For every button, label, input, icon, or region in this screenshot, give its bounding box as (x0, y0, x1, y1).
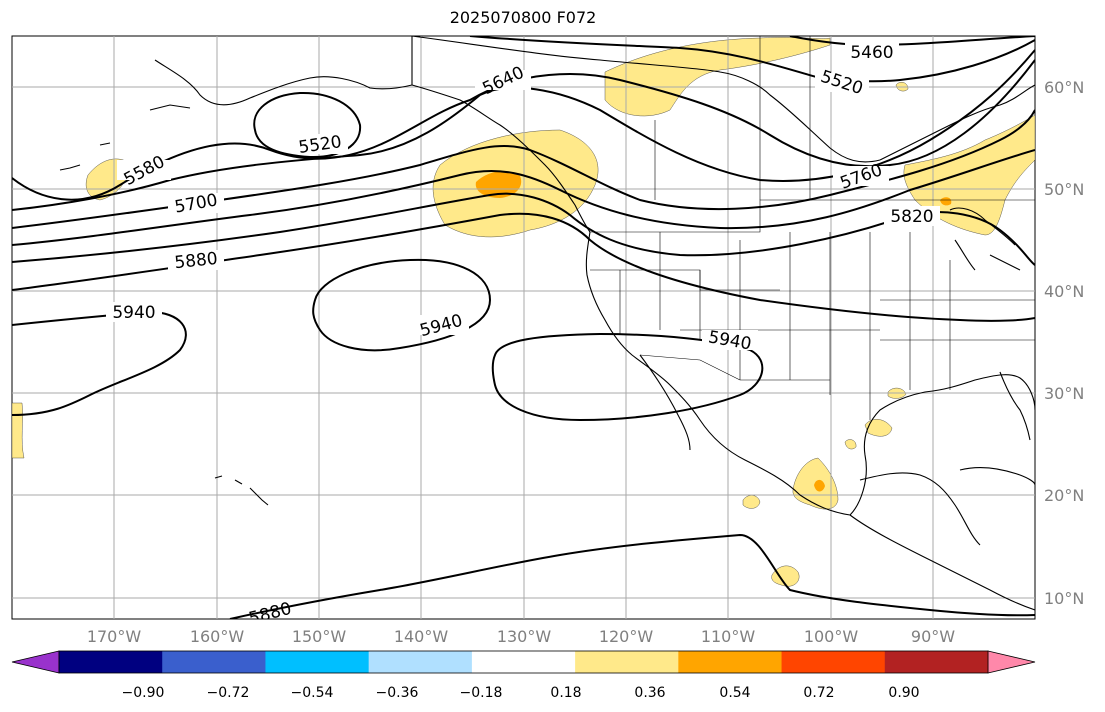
contour-5940-mid (312, 258, 492, 352)
contour-5940-west (12, 310, 187, 416)
colorbar-outline (58, 650, 989, 674)
contour-5940-east (491, 332, 764, 422)
shaded-region-west-edge (12, 402, 25, 459)
coast-gulf-mexico (849, 374, 1035, 516)
contour-label-bg (475, 70, 531, 90)
lon-label: 140°W (394, 627, 449, 646)
lat-label: 40°N (1044, 282, 1084, 301)
colorbar-tick-label: 0.18 (550, 685, 581, 701)
coast-canada-north (411, 36, 881, 163)
colorbar-tick-label: −0.72 (207, 685, 250, 701)
lon-label: 130°W (497, 627, 552, 646)
contour-label-5820: 5820 (890, 207, 933, 227)
gridlines (12, 36, 1035, 619)
lat-label: 20°N (1044, 486, 1084, 505)
latitude-labels: 60°N 50°N 40°N 30°N 20°N 10°N (1044, 78, 1084, 608)
contour-label-bg (168, 250, 224, 270)
contour-label-bg (413, 315, 469, 335)
shaded-region-small-2 (864, 419, 893, 437)
coast-alaska-west (154, 59, 413, 106)
coast-yucatan (859, 472, 981, 546)
lon-label: 160°W (190, 627, 245, 646)
colorbar-tick-label: −0.54 (291, 685, 334, 701)
contour-label-bg (106, 302, 162, 322)
coast-aleutians (59, 104, 191, 171)
coast-hawaii (214, 475, 269, 506)
colorbar-extend-left (11, 650, 60, 674)
colorbar-tick-label: 0.72 (803, 685, 834, 701)
contour-label-5460: 5460 (850, 43, 893, 63)
colorbar-tick-label: −0.90 (122, 685, 165, 701)
contour-label-bg (168, 193, 224, 213)
contour-5520-east (469, 36, 1035, 83)
contour-label-5940-west: 5940 (112, 303, 155, 323)
lon-label: 120°W (599, 627, 654, 646)
colorbar-cells (59, 651, 989, 673)
lat-label: 10°N (1044, 589, 1084, 608)
coast-west-us (585, 231, 851, 516)
shaded-region-pacific-mexico (771, 565, 800, 587)
colorbar: −0.90 −0.72 −0.54 −0.36 −0.18 0.18 0.36 … (11, 650, 1036, 701)
colorbar-cell (265, 651, 370, 673)
coast-central-america (849, 514, 1035, 611)
contour-5760 (12, 149, 1035, 246)
contour-5640 (12, 49, 1035, 211)
colorbar-tick-label: −0.36 (376, 685, 419, 701)
contour-label-5880: 5880 (174, 249, 219, 273)
contour-5520-low (253, 91, 362, 159)
lon-label: 170°W (87, 627, 142, 646)
coastlines (59, 36, 1035, 611)
shaded-core-gulf-alaska (475, 171, 522, 198)
colorbar-tick-label: 0.36 (634, 685, 665, 701)
colorbar-extend-right (987, 650, 1036, 674)
colorbar-cell (162, 651, 266, 673)
colorbar-tick-label: 0.54 (719, 685, 750, 701)
coast-cuba (959, 466, 1035, 486)
longitude-labels: 170°W 160°W 150°W 140°W 130°W 120°W 110°… (87, 627, 955, 646)
coast-baja (639, 354, 691, 451)
lat-label: 60°N (1044, 78, 1084, 97)
contour-label-bg (292, 134, 348, 154)
colorbar-ticks: −0.90 −0.72 −0.54 −0.36 −0.18 0.18 0.36 … (122, 685, 920, 701)
colorbar-cell (59, 651, 163, 673)
contour-label-bg (702, 330, 758, 350)
lon-label: 150°W (292, 627, 347, 646)
shaded-region-small-1 (742, 495, 761, 509)
contour-label-bg (884, 206, 940, 226)
shaded-core-mexico (814, 479, 825, 492)
contour-label-bg (117, 160, 171, 180)
contour-label-bg (833, 166, 889, 186)
contour-5880 (12, 212, 1035, 322)
colorbar-cell (575, 651, 679, 673)
colorbar-cell (471, 651, 576, 673)
colorbar-cell (678, 651, 783, 673)
coast-alaska (411, 36, 591, 233)
state-borders (590, 36, 1035, 420)
coast-great-lakes (949, 207, 1021, 271)
shaded-core-great-lakes (940, 197, 952, 206)
colorbar-tick-label: −0.18 (460, 685, 503, 701)
lon-label: 100°W (804, 627, 859, 646)
contour-5880-south (229, 533, 1035, 619)
lon-label: 110°W (701, 627, 756, 646)
contour-label-bg (845, 42, 899, 62)
colorbar-cell (781, 651, 886, 673)
colorbar-cell (884, 651, 989, 673)
coast-florida (999, 371, 1031, 441)
lon-label: 90°W (911, 627, 955, 646)
contour-5820 (12, 192, 1035, 266)
lat-label: 50°N (1044, 180, 1084, 199)
lat-label: 30°N (1044, 384, 1084, 403)
coast-hudson (879, 84, 1035, 161)
contour-label-bg (815, 72, 869, 92)
map-title: 2025070800 F072 (449, 8, 597, 27)
shaded-region-small-4 (844, 439, 857, 450)
colorbar-tick-label: 0.90 (888, 685, 919, 701)
shaded-regions-medium (475, 171, 952, 492)
contour-labels: 5460 5520 5640 5520 5580 5700 5760 5820 … (106, 42, 940, 619)
shaded-region-north-canada (604, 37, 831, 117)
colorbar-cell (368, 651, 473, 673)
